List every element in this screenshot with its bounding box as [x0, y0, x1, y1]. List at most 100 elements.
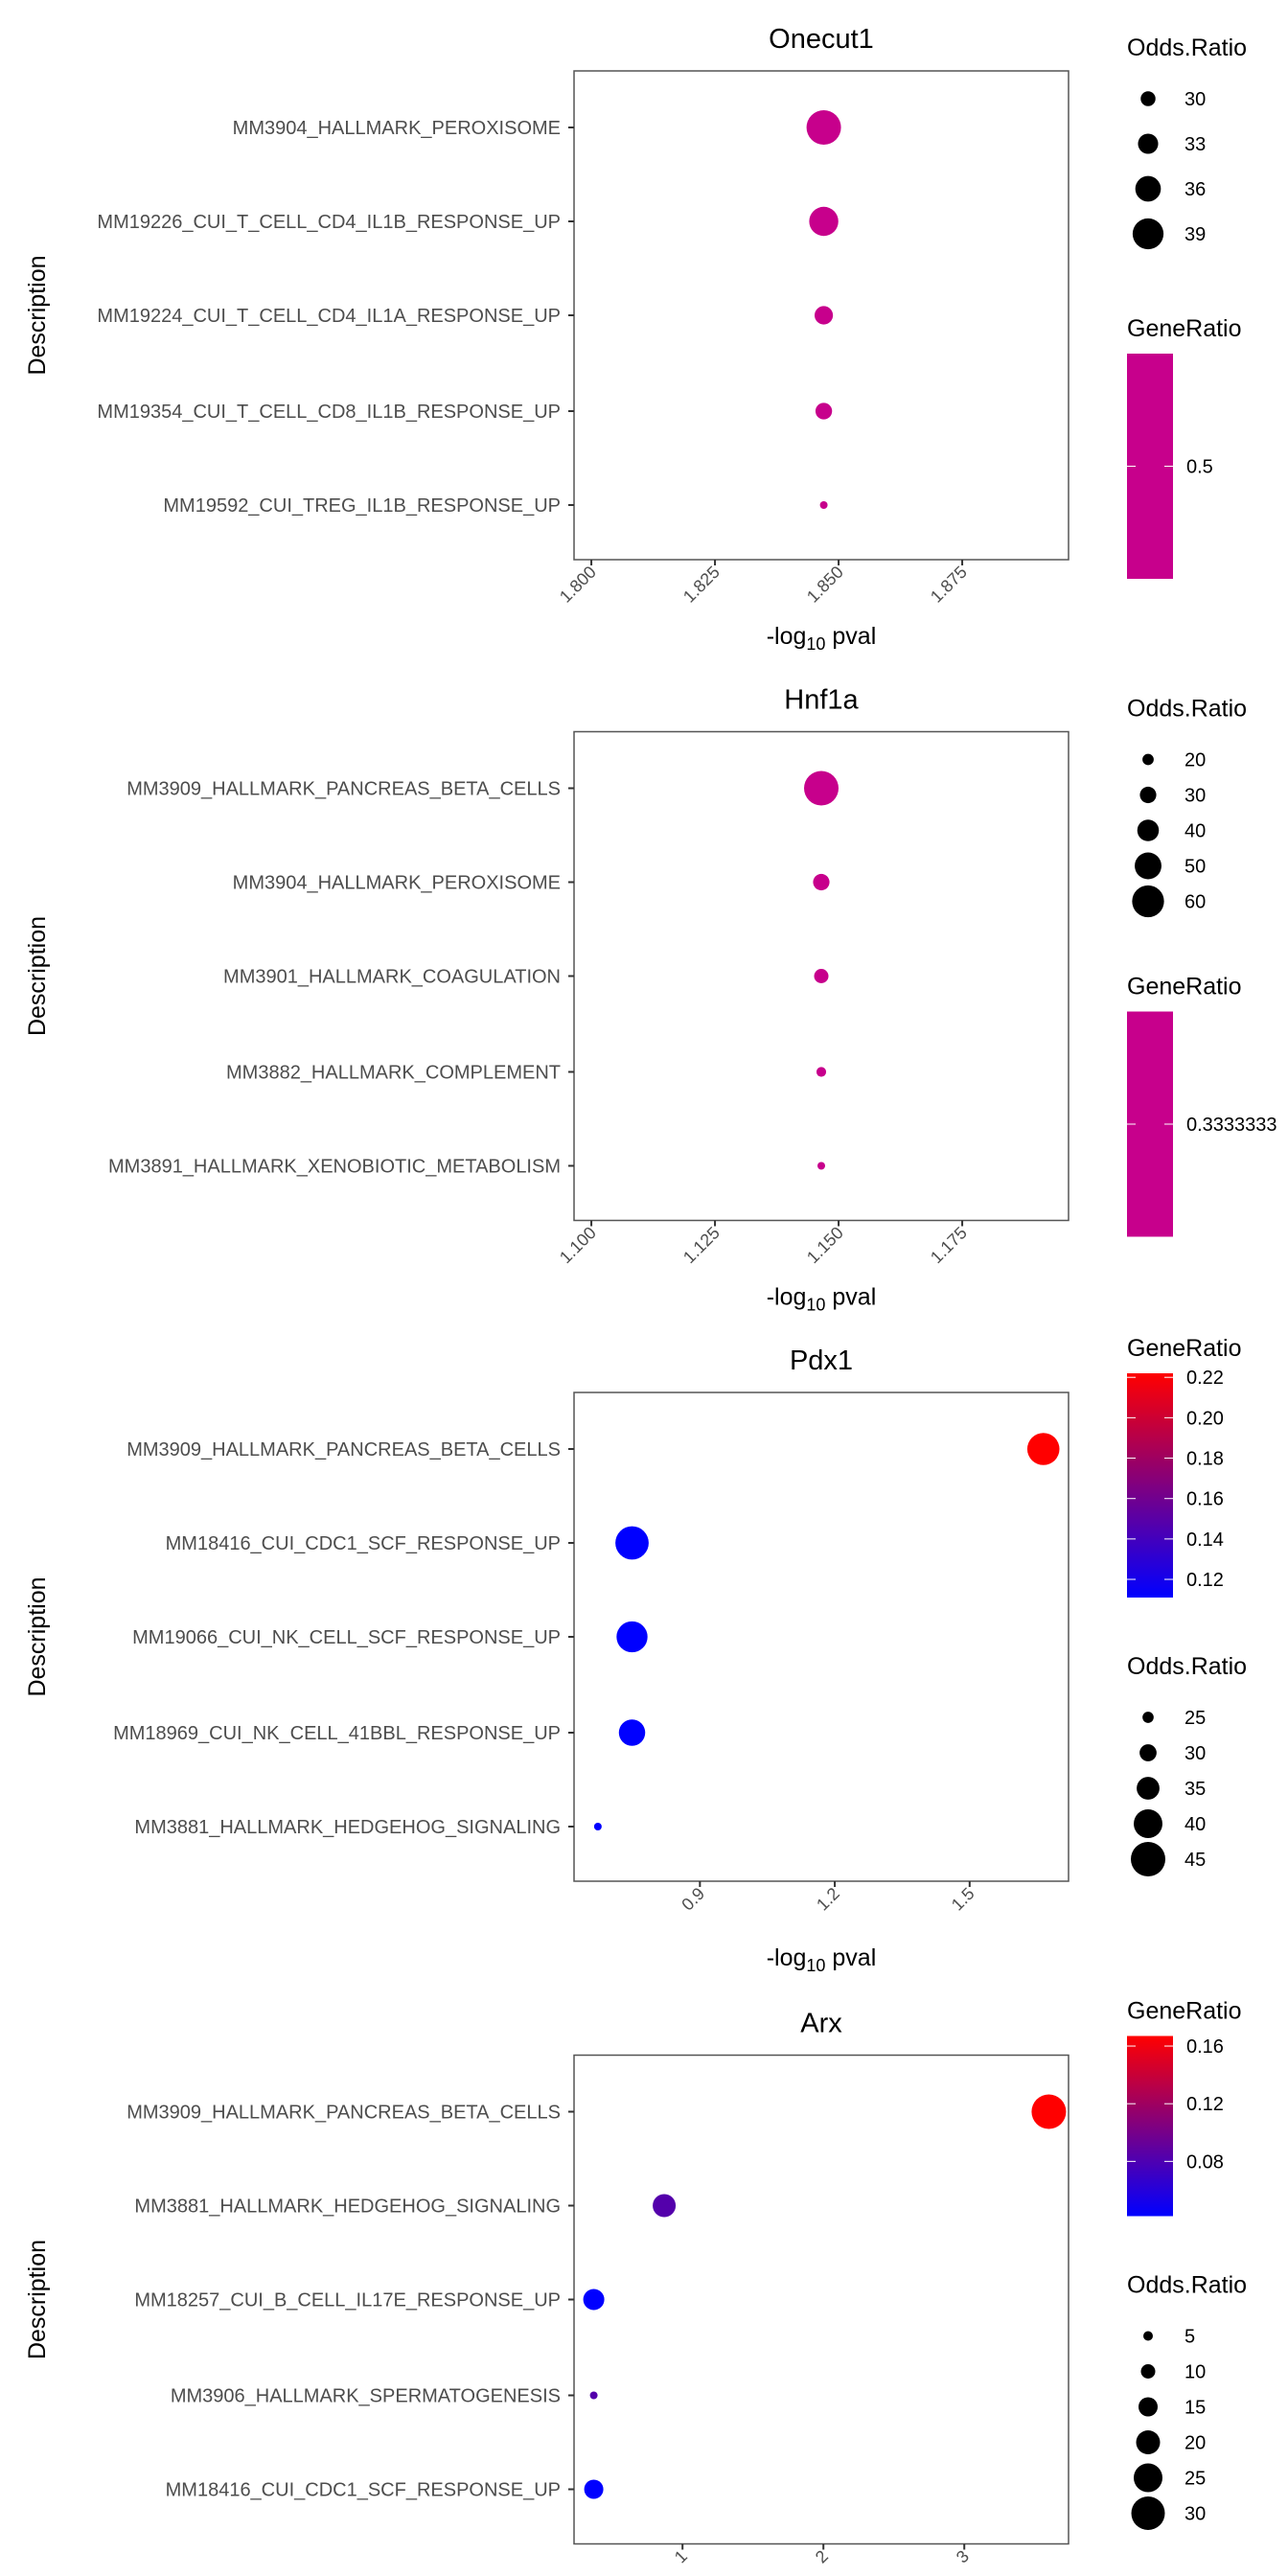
y-tick-label: MM18257_CUI_B_CELL_IL17E_RESPONSE_UP: [134, 2290, 561, 2312]
data-point: [1031, 2094, 1067, 2129]
data-point: [589, 2391, 598, 2400]
size-legend-label: 39: [1184, 224, 1206, 245]
data-point: [816, 1067, 827, 1077]
color-legend-title: GeneRatio: [1127, 1335, 1242, 1362]
data-point: [583, 2288, 605, 2311]
x-tick-label: 1.175: [927, 1223, 971, 1267]
x-axis-title-subscript: 10: [806, 1956, 825, 1975]
size-legend-key: [1140, 91, 1156, 106]
y-tick-label: MM3904_HALLMARK_PEROXISOME: [233, 873, 561, 894]
y-tick-label: MM18416_CUI_CDC1_SCF_RESPONSE_UP: [166, 2480, 561, 2501]
size-legend-key: [1137, 819, 1160, 841]
data-point: [584, 2479, 604, 2499]
y-tick-label: MM3909_HALLMARK_PANCREAS_BETA_CELLS: [126, 779, 561, 800]
size-legend-key: [1134, 2463, 1162, 2493]
y-tick-label: MM3906_HALLMARK_SPERMATOGENESIS: [171, 2386, 561, 2407]
y-tick-label: MM3882_HALLMARK_COMPLEMENT: [226, 1063, 561, 1084]
data-point: [814, 306, 834, 325]
x-axis-title-subscript: 10: [806, 634, 825, 654]
size-legend-label: 36: [1184, 179, 1206, 200]
size-legend-label: 40: [1184, 821, 1206, 842]
x-tick-label: 1.875: [927, 563, 971, 607]
data-point: [817, 1162, 825, 1170]
x-axis-title: -log10 pval: [767, 1284, 877, 1315]
size-legend-key: [1135, 852, 1162, 880]
size-legend-key: [1131, 1842, 1165, 1876]
panel-title: Hnf1a: [784, 685, 859, 716]
x-tick-label: 1.825: [679, 563, 724, 607]
size-legend-title: Odds.Ratio: [1127, 1653, 1247, 1680]
size-legend-label: 10: [1184, 2362, 1206, 2383]
data-point: [806, 110, 841, 145]
data-point: [804, 770, 839, 806]
panel-title: Pdx1: [790, 1346, 853, 1376]
data-point: [814, 969, 829, 983]
colorbar: [1127, 1373, 1173, 1598]
size-legend-title: Odds.Ratio: [1127, 34, 1247, 61]
x-tick-label: 1.5: [948, 1884, 978, 1915]
panel-hnf1a: Hnf1a Description MM3909_HALLMARK_PANCREAS…: [24, 685, 1277, 1315]
x-tick-label: 1: [671, 2546, 691, 2566]
y-tick-label: MM19226_CUI_T_CELL_CD4_IL1B_RESPONSE_UP: [97, 212, 561, 233]
x-tick-label: 1.800: [556, 563, 600, 607]
x-tick-label: 2: [812, 2546, 832, 2566]
data-point: [618, 1719, 646, 1746]
size-legend-key: [1132, 218, 1164, 250]
y-tick-label: MM3891_HALLMARK_XENOBIOTIC_METABOLISM: [108, 1157, 561, 1178]
size-legend-label: 15: [1184, 2398, 1206, 2419]
y-tick-label: MM3901_HALLMARK_COAGULATION: [223, 967, 561, 988]
colorbar-label: 0.18: [1186, 1449, 1224, 1470]
x-axis-title-prefix: -log: [767, 623, 807, 650]
colorbar-label: 0.14: [1186, 1530, 1224, 1551]
size-legend-key: [1138, 133, 1159, 154]
size-legend-label: 60: [1184, 892, 1206, 913]
x-axis-title-suffix: pval: [825, 1284, 876, 1311]
panel-title: Onecut1: [769, 24, 874, 55]
plot-panel-border: [573, 2054, 1070, 2545]
size-legend-key: [1142, 753, 1154, 766]
size-legend-key: [1142, 1712, 1154, 1723]
colorbar-label: 0.5: [1186, 457, 1213, 478]
size-legend-key: [1138, 2397, 1158, 2417]
colorbar-label: 0.12: [1186, 1570, 1224, 1591]
colorbar-label: 0.12: [1186, 2094, 1224, 2115]
x-axis-title-subscript: 10: [806, 1296, 825, 1315]
size-legend-label: 33: [1184, 134, 1206, 155]
size-legend-key: [1132, 885, 1164, 918]
y-tick-label: MM3881_HALLMARK_HEDGEHOG_SIGNALING: [134, 1817, 561, 1838]
panel-title: Arx: [800, 2009, 842, 2039]
y-tick-label: MM18969_CUI_NK_CELL_41BBL_RESPONSE_UP: [113, 1723, 561, 1744]
plot-panel-border: [573, 1392, 1070, 1882]
y-tick-label: MM3909_HALLMARK_PANCREAS_BETA_CELLS: [126, 2103, 561, 2124]
size-legend-label: 45: [1184, 1850, 1206, 1871]
size-legend-key: [1135, 175, 1162, 202]
colorbar-label: 0.3333333: [1186, 1115, 1277, 1136]
size-legend-label: 35: [1184, 1779, 1206, 1800]
y-tick-label: MM19354_CUI_T_CELL_CD8_IL1B_RESPONSE_UP: [97, 402, 561, 423]
data-point: [819, 501, 828, 509]
size-legend-label: 30: [1184, 89, 1206, 110]
color-legend-title: GeneRatio: [1127, 974, 1242, 1000]
x-tick-label: 1.100: [556, 1223, 600, 1267]
size-legend-title: Odds.Ratio: [1127, 696, 1247, 723]
size-legend-label: 25: [1184, 2469, 1206, 2490]
size-legend-label: 25: [1184, 1708, 1206, 1729]
size-legend-key: [1143, 2331, 1153, 2341]
size-legend-label: 20: [1184, 750, 1206, 771]
colorbar-label: 0.16: [1186, 1489, 1224, 1510]
x-axis-title: -log10 pval: [767, 623, 877, 654]
panel-onecut1: Onecut1 Description MM3904_HALLMARK_PEROXI…: [24, 24, 1247, 654]
y-tick-label: MM3881_HALLMARK_HEDGEHOG_SIGNALING: [134, 2196, 561, 2218]
x-axis-title-prefix: -log: [767, 1284, 807, 1311]
data-point: [615, 1526, 649, 1560]
panel-pdx1: Pdx1 Description MM3909_HALLMARK_PANCREAS_…: [24, 1335, 1247, 1975]
x-axis-title: -log10 pval: [767, 1944, 877, 1975]
y-axis-title: Description: [24, 2240, 51, 2359]
size-legend-label: 30: [1184, 1743, 1206, 1764]
size-legend-label: 20: [1184, 2433, 1206, 2454]
y-tick-label: MM3909_HALLMARK_PANCREAS_BETA_CELLS: [126, 1439, 561, 1460]
size-legend-title: Odds.Ratio: [1127, 2272, 1247, 2299]
size-legend-label: 40: [1184, 1814, 1206, 1835]
x-tick-label: 1.850: [803, 563, 847, 607]
